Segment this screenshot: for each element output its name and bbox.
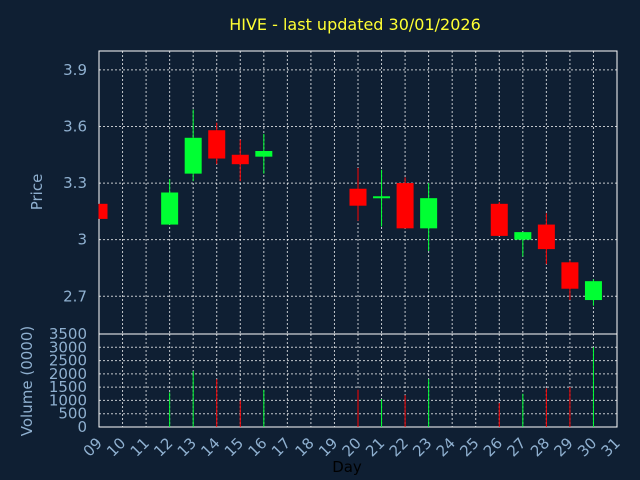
- volume-tick-label: 1000: [49, 391, 87, 409]
- price-tick-label: 3.9: [63, 61, 87, 79]
- candle-body: [537, 224, 555, 250]
- x-tick-label: 30: [574, 434, 600, 460]
- candle-body: [208, 130, 226, 159]
- volume-tick-label: 2500: [49, 352, 87, 370]
- x-tick-label: 23: [409, 434, 435, 460]
- x-tick-label: 29: [551, 434, 577, 460]
- x-tick-label: 14: [197, 434, 223, 460]
- candle-body: [373, 196, 391, 199]
- x-tick-label: 20: [339, 434, 365, 460]
- x-tick-label: 17: [268, 434, 294, 460]
- x-axis-label: Day: [332, 458, 362, 476]
- price-tick-label: 3: [77, 231, 87, 249]
- candle-body: [584, 281, 602, 301]
- chart-title: HIVE - last updated 30/01/2026: [229, 15, 481, 34]
- x-tick-label: 24: [433, 434, 459, 460]
- candle-body: [514, 232, 532, 240]
- price-tick-label: 3.6: [63, 117, 87, 135]
- x-tick-label: 10: [103, 434, 129, 460]
- volume-axis-label: Volume (0000): [18, 326, 36, 436]
- x-tick-label: 25: [456, 434, 482, 460]
- x-tick-label: 15: [221, 434, 247, 460]
- price-tick-label: 2.7: [63, 287, 87, 305]
- volume-tick-label: 1500: [49, 378, 87, 396]
- x-tick-label: 16: [244, 434, 270, 460]
- volume-tick-label: 3000: [49, 338, 87, 356]
- x-tick-label: 11: [127, 434, 153, 460]
- candle-body: [255, 150, 273, 157]
- candle-body: [99, 203, 108, 219]
- x-tick-label: 19: [315, 434, 341, 460]
- x-tick-label: 12: [150, 434, 176, 460]
- price-axis-label: Price: [28, 174, 46, 211]
- volume-tick-label: 2000: [49, 365, 87, 383]
- x-tick-label: 31: [598, 434, 624, 460]
- candle-body: [561, 262, 579, 289]
- candle-body: [349, 188, 367, 206]
- candle-body: [490, 203, 508, 236]
- candle-body: [161, 192, 179, 225]
- volume-tick-label: 3500: [49, 325, 87, 343]
- candle-body: [420, 198, 438, 229]
- x-tick-label: 27: [503, 434, 529, 460]
- price-panel: 2.7 3 3.3 3.6 3.9: [63, 50, 618, 335]
- candle-body: [396, 183, 414, 229]
- candle-body: [231, 154, 249, 165]
- volume-tick-label: 0: [77, 418, 87, 436]
- x-tick-label: 28: [527, 434, 553, 460]
- x-tick-label: 21: [362, 434, 388, 460]
- x-tick-label: 18: [292, 434, 318, 460]
- price-tick-label: 3.3: [63, 174, 87, 192]
- x-tick-label: 09: [80, 434, 106, 460]
- candle-body: [184, 137, 202, 174]
- x-tick-label: 26: [480, 434, 506, 460]
- x-axis: 0910111213141516171819202122232425262728…: [80, 434, 624, 460]
- volume-tick-label: 500: [58, 405, 87, 423]
- x-tick-label: 13: [174, 434, 200, 460]
- x-tick-label: 22: [386, 434, 412, 460]
